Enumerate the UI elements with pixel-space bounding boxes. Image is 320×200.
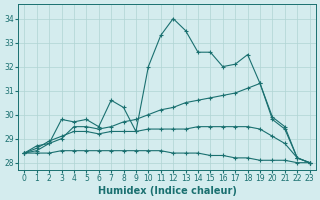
X-axis label: Humidex (Indice chaleur): Humidex (Indice chaleur)	[98, 186, 236, 196]
